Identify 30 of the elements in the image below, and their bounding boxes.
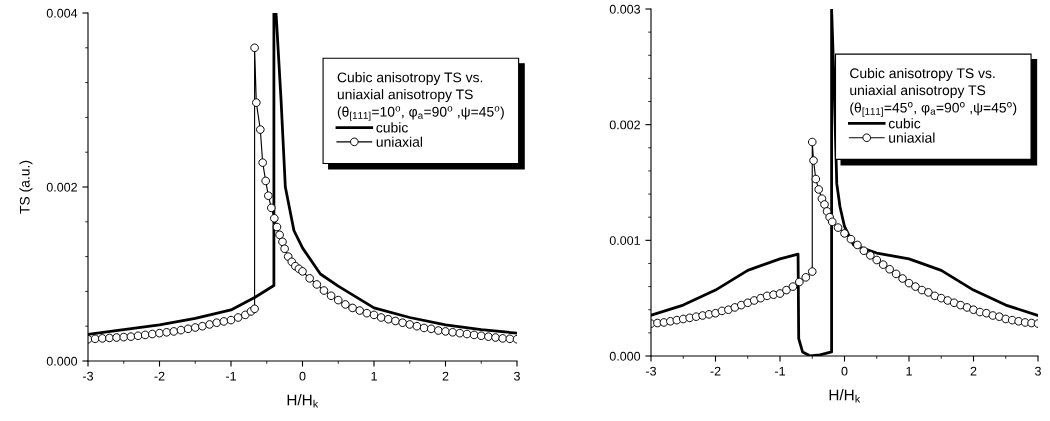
y-tick-label: 0.002 — [46, 182, 77, 192]
x-tick-label: -2 — [154, 371, 165, 381]
y-tick-label: 0.000 — [46, 356, 78, 366]
y-tick-label: 0.001 — [609, 236, 640, 245]
x-tick-label: -2 — [710, 366, 721, 376]
legend-label: uniaxial — [889, 132, 935, 143]
x-tick-label: 1 — [906, 366, 912, 376]
y-axis-title: TS (a.u.) — [19, 160, 33, 214]
x-axis-title: H/H$_{k}$ — [287, 394, 319, 408]
x-tick-label: -3 — [83, 371, 94, 381]
x-tick-label: 3 — [514, 371, 520, 381]
x-tick-label: -1 — [226, 371, 236, 381]
y-tick-label: 0.003 — [609, 4, 641, 14]
x-axis-title: H/H$_{k}$ — [829, 389, 861, 403]
legend-label: cubic — [888, 118, 921, 129]
text: Cubic anisotropy TS vs. uniaxial anisotropy TS (θ$_{[111]}$=45$^{o}$, φ$_{a}$=90$^{o}$ ,ψ=45$^{o}$) — [850, 68, 1017, 117]
text: Cubic anisotropy TS vs. uniaxial anisotropy TS (θ$_{[111]}$=10$^{o}$, φ$_{a}$=90$^{o}$ ,ψ=45$^{o}$) — [337, 72, 504, 121]
x-tick-label: -1 — [775, 366, 785, 376]
y-tick-label: 0.000 — [609, 351, 641, 361]
x-tick-label: 2 — [442, 371, 449, 381]
x-tick-label: -3 — [646, 366, 657, 376]
x-tick-label: 0 — [299, 371, 306, 381]
legend-label: cubic — [376, 122, 408, 133]
y-tick-label: 0.002 — [609, 120, 640, 130]
x-tick-label: 0 — [841, 366, 848, 376]
x-tick-label: 2 — [970, 366, 977, 376]
x-tick-label: 3 — [1035, 366, 1041, 376]
y-tick-label: 0.004 — [46, 8, 78, 18]
legend-label: uniaxial — [376, 136, 423, 147]
x-tick-label: 1 — [371, 371, 377, 381]
